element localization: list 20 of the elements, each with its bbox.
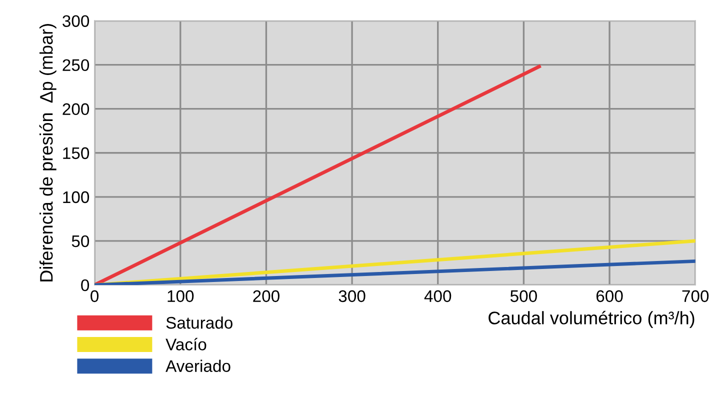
y-tick-label: 300 — [62, 15, 90, 28]
legend-label: Vacío — [166, 338, 206, 350]
legend-label: Averiado — [166, 360, 230, 372]
x-axis-title: Caudal volumétrico (m³/h) — [488, 310, 694, 328]
y-tick-label: 200 — [62, 103, 90, 116]
x-tick-label: 300 — [338, 290, 366, 302]
y-tick-label: 150 — [63, 147, 90, 160]
legend-label: Saturado — [166, 316, 232, 329]
y-tick-label: 100 — [63, 191, 90, 204]
x-tick-label: 600 — [596, 290, 623, 302]
x-tick-label: 0 — [90, 290, 99, 302]
x-tick-label: 100 — [168, 290, 194, 302]
x-tick-label: 400 — [424, 290, 452, 302]
y-axis-title: Diferencia de presión Δp (mbar) — [39, 24, 56, 282]
y-tick-label: 0 — [81, 279, 90, 292]
x-tick-label: 500 — [510, 290, 537, 302]
x-tick-label: 200 — [253, 290, 280, 302]
x-tick-label: 700 — [682, 290, 709, 302]
y-tick-label: 50 — [72, 235, 90, 248]
y-tick-label: 250 — [62, 59, 90, 72]
